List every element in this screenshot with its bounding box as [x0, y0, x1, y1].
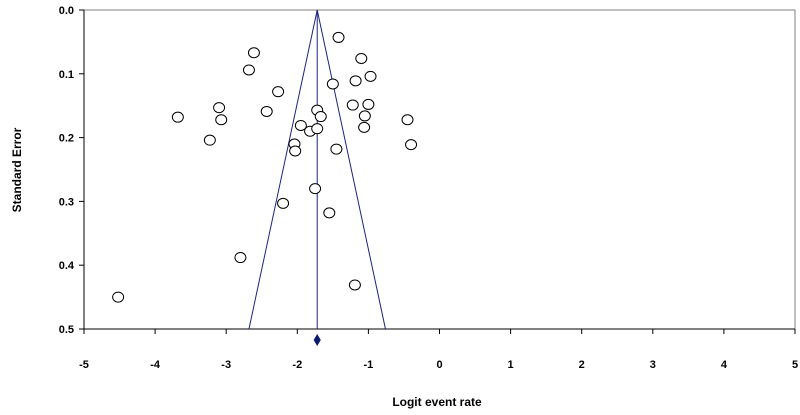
x-tick-label: 4	[721, 359, 728, 371]
data-point	[405, 139, 418, 151]
y-tick-label: 0.1	[59, 69, 74, 81]
data-point	[215, 114, 228, 126]
x-tick-label: -2	[292, 359, 302, 371]
funnel-left-limit	[248, 9, 318, 330]
data-point	[332, 31, 345, 43]
data-point	[309, 183, 322, 195]
data-point	[323, 207, 336, 219]
y-axis-title: Standard Error	[10, 127, 24, 212]
x-tick-label: 0	[436, 359, 442, 371]
x-tick-label: 2	[579, 359, 585, 371]
data-point	[171, 111, 184, 123]
x-tick-label: 5	[792, 359, 798, 371]
data-point	[326, 78, 339, 90]
data-point	[358, 110, 371, 122]
funnel-lines	[248, 9, 386, 346]
data-point	[213, 102, 226, 114]
data-point	[112, 291, 125, 303]
x-tick-label: -4	[150, 359, 161, 371]
plot-area	[83, 9, 796, 330]
data-points	[112, 31, 418, 303]
data-point	[314, 111, 327, 123]
data-point	[272, 86, 285, 98]
pooled-estimate-diamond	[313, 334, 321, 346]
x-tick-label: 3	[650, 359, 656, 371]
data-point	[294, 119, 307, 131]
data-point	[348, 279, 361, 291]
data-point	[349, 75, 362, 87]
axes	[79, 9, 796, 334]
x-axis-title: Logit event rate	[392, 395, 482, 409]
funnel-right-limit	[316, 9, 386, 330]
data-point	[401, 114, 414, 126]
y-tick-label: 0.2	[59, 133, 74, 145]
y-tick-label: 0.0	[59, 5, 74, 17]
data-point	[234, 252, 247, 264]
data-point	[203, 134, 216, 146]
tick-labels: 0.0 0.1 0.2 0.3 0.4 0.5 -5 -4 -3 -2 -1 0 1 2 3 4 5	[59, 5, 798, 371]
x-tick-label: 1	[508, 359, 514, 371]
data-point	[330, 143, 343, 155]
data-point	[358, 121, 371, 133]
data-point	[346, 99, 359, 111]
data-point	[311, 123, 324, 135]
data-point	[260, 105, 273, 117]
data-point	[362, 98, 375, 110]
data-point	[247, 47, 260, 59]
data-point	[364, 70, 377, 82]
x-tick-label: -1	[364, 359, 374, 371]
data-point	[242, 64, 255, 76]
data-point	[355, 52, 368, 64]
x-tick-label: -5	[79, 359, 89, 371]
y-tick-label: 0.4	[59, 260, 75, 272]
y-tick-label: 0.5	[59, 324, 74, 336]
x-tick-label: -3	[221, 359, 231, 371]
y-tick-label: 0.3	[59, 196, 74, 208]
data-point	[277, 197, 290, 209]
data-point	[289, 145, 302, 157]
